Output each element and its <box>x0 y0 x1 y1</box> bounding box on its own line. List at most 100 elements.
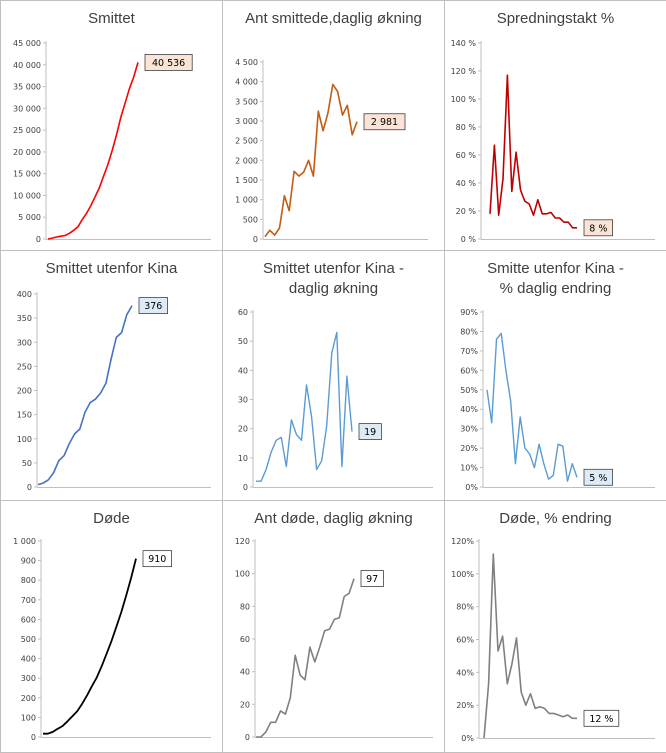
y-tick-label: 140 % <box>451 39 477 48</box>
chart-panel-smittede-daglig: Ant smittede,daglig økning 0 500 1 000 1 500… <box>222 0 445 251</box>
y-tick-label: 20% <box>460 444 478 453</box>
data-label: 5 % <box>589 473 607 484</box>
chart-panel-dode: Døde 0 100 200 300 400 500 600 700 800 900 1 000 910 <box>0 500 223 753</box>
y-tick-label: 80% <box>460 327 478 336</box>
y-tick-label: 200 <box>17 387 32 396</box>
line-chart: 0% 20% 40% 60% 80% 100% 120% 12 % <box>451 537 655 743</box>
y-tick-label: 400 <box>21 655 36 664</box>
data-label-box <box>138 297 169 314</box>
y-tick-label: 0% <box>461 734 474 743</box>
y-tick-label: 100 <box>235 570 250 579</box>
y-tick-label: 40 <box>238 366 248 375</box>
data-label: 97 <box>366 574 378 585</box>
line-chart: 0 5 000 10 000 15 000 20 000 25 000 30 000 35 0… <box>13 39 211 244</box>
y-tick-label: 20 % <box>456 207 477 216</box>
series-line <box>256 331 353 482</box>
chart-panel-dode-endring: Døde, % endring 0% 20% 40% 60% 80% 100% 120% 12 … <box>444 500 666 753</box>
y-tick-label: 800 <box>21 576 36 585</box>
chart-panel-utenfor-kina-daglig: Smittet utenfor Kina - daglig økning 0 10 2… <box>222 250 445 501</box>
data-label-box <box>360 570 384 587</box>
y-tick-label: 60 % <box>456 151 477 160</box>
line-chart: 0 20 40 60 80 100 120 97 <box>235 537 433 742</box>
y-tick-label: 45 000 <box>13 39 41 48</box>
y-tick-label: 60 <box>240 635 250 644</box>
data-label-box <box>583 709 620 727</box>
y-tick-label: 30 <box>238 396 248 405</box>
chart-title: Smittet utenfor Kina <box>45 260 178 277</box>
y-tick-label: 35 000 <box>13 83 41 92</box>
y-tick-label: 1 000 <box>13 537 36 546</box>
line-chart: 0% 10% 20% 30% 40% 50% 60% 70% 80% 90% 5 % <box>460 308 655 492</box>
y-tick-label: 40% <box>460 405 478 414</box>
data-label-box <box>583 468 614 486</box>
series-line <box>483 553 577 739</box>
y-tick-label: 60 <box>238 308 248 317</box>
y-tick-label: 300 <box>17 338 32 347</box>
line-chart: 0 10 20 30 40 50 60 19 <box>238 308 433 492</box>
data-label: 910 <box>148 554 166 565</box>
y-tick-label: 80 <box>240 602 250 611</box>
y-tick-label: 0% <box>465 483 478 492</box>
data-label: 8 % <box>589 223 607 234</box>
y-tick-label: 10 <box>238 454 248 463</box>
line-chart: 0 % 20 % 40 % 60 % 80 % 100 % 120 % 140 % 8 % <box>451 39 655 244</box>
series-line <box>37 305 133 486</box>
y-tick-label: 0 <box>245 733 250 742</box>
y-tick-label: 500 <box>21 635 36 644</box>
y-tick-label: 20 <box>238 425 248 434</box>
y-tick-label: 0 % <box>461 235 477 244</box>
chart-title: Smitte utenfor Kina - % daglig endring <box>487 260 624 297</box>
chart-panel-utenfor-kina: Smittet utenfor Kina 0 50 100 150 200 250 300 35… <box>0 250 223 501</box>
data-label-box <box>583 219 614 237</box>
y-tick-label: 100 <box>17 435 32 444</box>
y-tick-label: 600 <box>21 615 36 624</box>
y-tick-label: 4 500 <box>235 58 258 67</box>
y-tick-label: 100% <box>451 570 474 579</box>
series-line <box>43 558 137 735</box>
y-tick-label: 50 <box>238 337 248 346</box>
chart-panel-utenfor-kina-endring: Smitte utenfor Kina - % daglig endring 0%… <box>444 250 666 501</box>
series-line <box>47 62 139 240</box>
y-tick-label: 500 <box>243 215 258 224</box>
y-tick-label: 2 000 <box>235 156 258 165</box>
y-tick-label: 30% <box>460 425 478 434</box>
series-line <box>489 74 577 229</box>
y-tick-label: 10% <box>460 464 478 473</box>
y-tick-label: 70% <box>460 347 478 356</box>
y-tick-label: 30 000 <box>13 104 41 113</box>
data-label-box <box>142 550 173 568</box>
y-tick-label: 100 <box>21 713 36 722</box>
y-tick-label: 80% <box>456 603 474 612</box>
y-tick-label: 200 <box>21 694 36 703</box>
data-label: 12 % <box>589 714 613 725</box>
y-tick-label: 15 000 <box>13 170 41 179</box>
data-label: 40 536 <box>152 58 185 69</box>
series-line <box>486 332 578 482</box>
series-line <box>264 83 358 238</box>
chart-title: Ant smittede,daglig økning <box>245 10 422 27</box>
y-tick-label: 400 <box>17 290 32 299</box>
y-tick-label: 3 000 <box>235 117 258 126</box>
y-tick-label: 120 <box>235 537 250 546</box>
y-tick-label: 120% <box>451 537 474 546</box>
y-tick-label: 0 <box>243 483 248 492</box>
y-tick-label: 1 500 <box>235 176 258 185</box>
line-chart: 0 50 100 150 200 250 300 350 400 376 <box>17 290 211 492</box>
y-tick-label: 350 <box>17 314 32 323</box>
chart-title: Smittet <box>88 10 135 27</box>
y-tick-label: 0 <box>27 483 32 492</box>
y-tick-label: 120 % <box>451 67 477 76</box>
y-tick-label: 50% <box>460 386 478 395</box>
y-tick-label: 0 <box>253 235 258 244</box>
y-tick-label: 40 <box>240 668 250 677</box>
line-chart: 0 100 200 300 400 500 600 700 800 900 1 000 910 <box>13 537 211 742</box>
y-tick-label: 40 % <box>456 179 477 188</box>
y-tick-label: 90% <box>460 308 478 317</box>
y-tick-label: 150 <box>17 411 32 420</box>
chart-title: Ant døde, daglig økning <box>254 510 413 527</box>
y-tick-label: 250 <box>17 362 32 371</box>
y-tick-label: 10 000 <box>13 191 41 200</box>
y-tick-label: 50 <box>22 459 32 468</box>
y-tick-label: 20% <box>456 701 474 710</box>
